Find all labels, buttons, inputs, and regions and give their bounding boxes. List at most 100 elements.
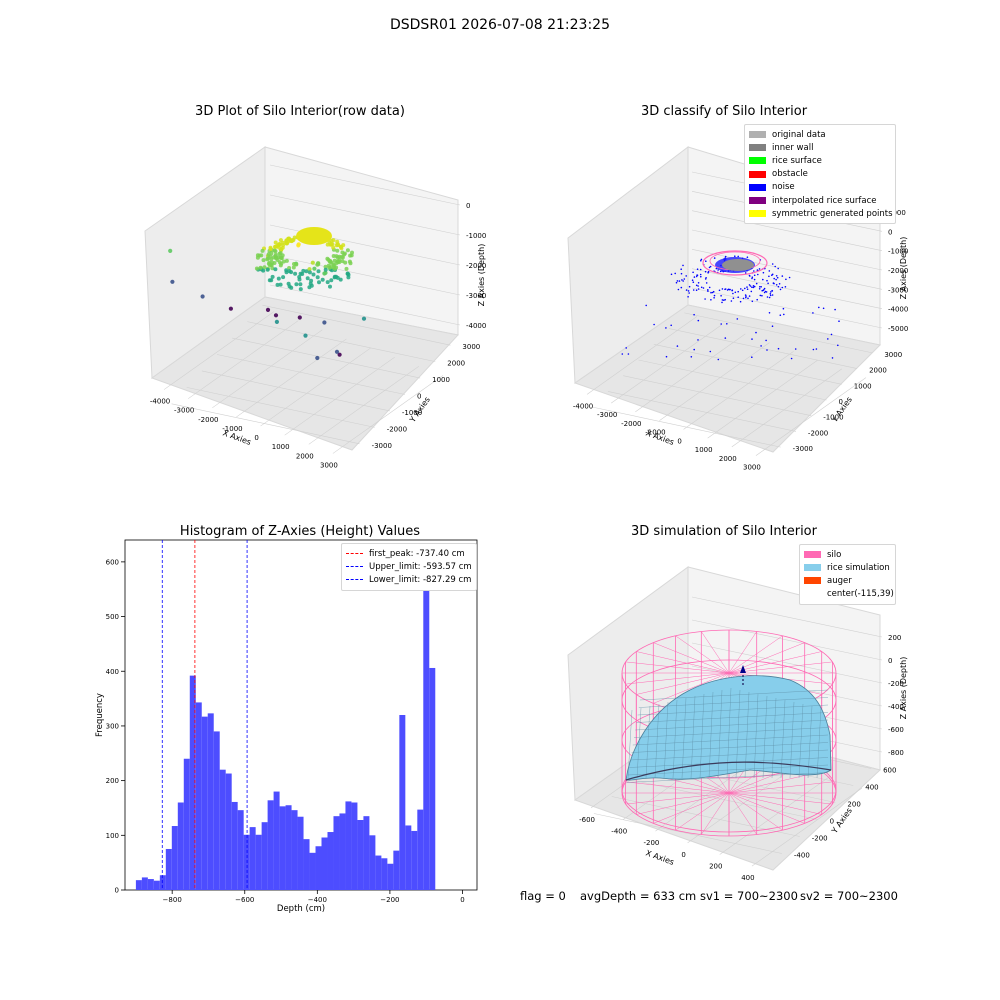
noise-point (692, 271, 694, 274)
x-tick-label: −800 (163, 896, 182, 904)
y-tick-label: 300 (106, 722, 119, 730)
noise-point (745, 296, 747, 299)
panel1-xtick: -2000 (198, 416, 218, 424)
noise-point (695, 275, 698, 278)
histogram-bar (225, 773, 232, 890)
data-point (276, 276, 281, 281)
silo-spoke (728, 661, 833, 674)
noise-point (767, 282, 769, 285)
grid-line (731, 368, 842, 448)
legend-entry: obstacle (749, 168, 891, 181)
panel2-ytick: 0 (839, 398, 843, 406)
data-point (339, 255, 344, 259)
data-point (316, 261, 320, 266)
legend-entry: inner wall (749, 141, 891, 154)
noise-point (732, 292, 734, 295)
histogram-bar (165, 848, 172, 890)
noise-point (827, 338, 829, 340)
noise-point (768, 275, 770, 278)
noise-point (822, 307, 825, 310)
panel1-xtick: 1000 (272, 443, 290, 451)
noise-point (700, 275, 702, 278)
noise-point (687, 290, 690, 292)
grid-line (163, 311, 275, 390)
panel4-ytick: 0 (830, 818, 834, 826)
noise-point (696, 274, 698, 277)
data-point (325, 280, 330, 285)
noise-point (750, 290, 753, 293)
noise-point (773, 277, 775, 280)
legend-swatch (804, 551, 821, 559)
noise-point (680, 268, 682, 271)
grid-line (751, 787, 863, 867)
legend-entry: interpolated rice surface (749, 194, 891, 207)
grid-line (691, 642, 883, 684)
grid-line (332, 375, 444, 454)
rice-surface (625, 675, 832, 781)
histogram-bar (279, 806, 286, 890)
noise-point (760, 286, 762, 288)
grid-line (269, 164, 461, 206)
noise-point (675, 281, 678, 284)
silo-spoke (728, 792, 757, 835)
mesh-line (789, 701, 795, 779)
grid-line (611, 796, 800, 837)
noise-point (625, 347, 627, 349)
panel4-xtick: 0 (681, 851, 685, 859)
silo-spoke (675, 635, 730, 674)
noise-point (777, 347, 780, 350)
mesh-line (637, 704, 829, 716)
noise-point (755, 282, 758, 285)
panel4-zlabel: Z Axies (Depth) (899, 657, 908, 720)
data-point (260, 248, 265, 253)
noise-point (772, 282, 775, 284)
panel2-title: 3D classify of Silo Interior (640, 104, 808, 119)
grid-line (683, 351, 794, 430)
noise-point (685, 289, 688, 291)
noise-point (745, 295, 747, 297)
noise-point (775, 275, 778, 277)
noise-point (771, 294, 774, 296)
data-point (254, 266, 259, 271)
noise-point (726, 289, 729, 291)
panel2-ytick: -3000 (793, 445, 813, 453)
legend-swatch (749, 210, 766, 218)
histogram-bar (267, 800, 274, 890)
mesh-line (632, 734, 829, 746)
silo-spoke (701, 631, 730, 674)
panel2-ytick: 3000 (884, 351, 902, 359)
noise-point (763, 289, 765, 291)
noise-point (771, 263, 774, 265)
histogram-bar (363, 816, 370, 890)
noise-point (683, 278, 686, 280)
silo-spoke (625, 781, 730, 794)
data-point (322, 320, 327, 325)
noise-point (707, 272, 709, 274)
data-point (298, 287, 303, 292)
data-point (311, 272, 316, 277)
legend-swatch (749, 157, 766, 165)
data-point (258, 265, 263, 270)
grid-line (691, 268, 883, 309)
rice-surface-edge (625, 761, 832, 781)
histogram-bar (249, 827, 256, 890)
panel4-ytick: 200 (847, 801, 860, 809)
noise-point (751, 277, 753, 280)
noise-point (682, 264, 684, 267)
noise-point (753, 274, 756, 277)
noise-point (770, 291, 772, 293)
panel2-ytick: -1000 (823, 414, 843, 422)
pink-ring (702, 250, 768, 276)
x-tick-label: −600 (235, 896, 254, 904)
data-point (307, 267, 312, 272)
data-point (323, 264, 328, 269)
grid-line (623, 375, 812, 417)
data-point (301, 268, 306, 273)
mesh-line (744, 691, 750, 779)
data-point (315, 355, 320, 361)
noise-point (760, 345, 762, 347)
noise-point (740, 288, 742, 290)
mesh-line (780, 699, 786, 779)
data-point (277, 245, 282, 250)
noise-point (693, 313, 695, 316)
